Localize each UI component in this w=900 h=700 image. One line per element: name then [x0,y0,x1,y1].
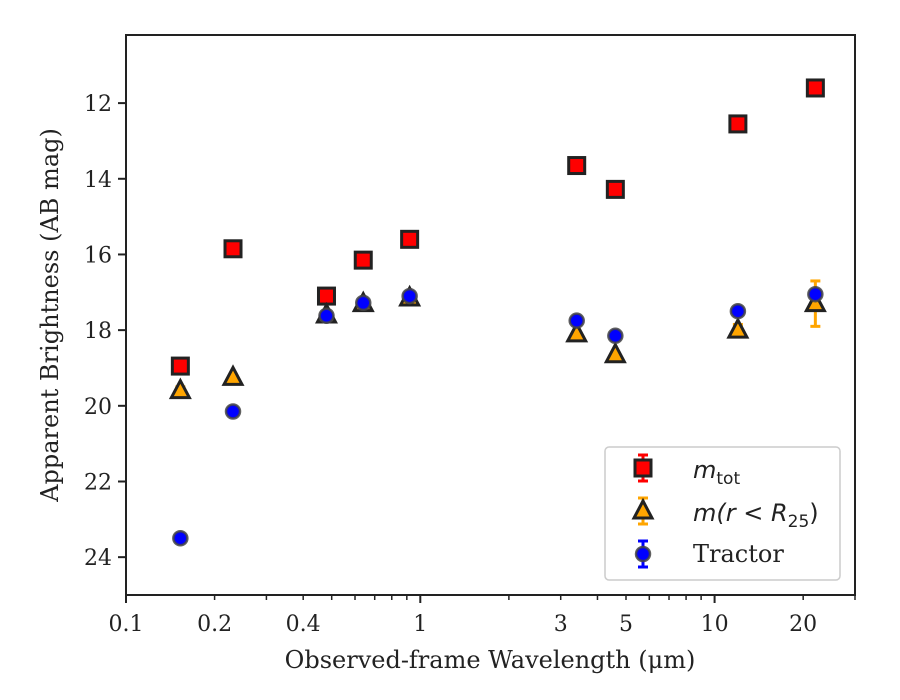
y-tick-label: 22 [84,470,112,495]
data-point [318,307,335,325]
data-point [605,179,625,199]
data-point [726,316,750,339]
data-point [355,294,372,312]
x-tick-label: 20 [789,612,817,637]
series-tractor [172,285,824,547]
legend-label-mtot: mtot [693,456,740,489]
y-tick-label: 20 [84,395,112,420]
data-point [607,327,624,345]
data-point [168,377,192,400]
y-tick-label: 14 [84,168,112,193]
y-axis-label: Apparent Brightness (AB mag) [36,128,64,503]
y-tick-label: 16 [84,243,112,268]
data-point [223,239,243,259]
data-point [567,156,587,176]
x-tick-label: 0.2 [197,612,232,637]
legend-label-m-r25: m(r < R25) [693,499,819,532]
data-point [353,250,373,270]
data-point [401,287,418,305]
x-axis-ticks: 0.1 0.2 0.4 1 3 5 10 20 [109,595,856,637]
data-point [221,364,245,386]
x-tick-label: 10 [701,612,729,637]
legend-label-tractor: Tractor [693,540,784,568]
series-m-tot [170,78,825,376]
data-points [168,78,827,547]
legend-marker-tractor [634,545,652,563]
legend: mtot m(r < R25) Tractor [604,446,841,581]
legend-marker-m-tot [633,458,653,478]
legend-box [604,446,841,581]
legend-marker-m-r-r25 [631,497,655,520]
data-point [172,529,189,547]
data-point [565,320,589,343]
x-axis-label: Observed-frame Wavelength (μm) [285,646,696,674]
x-tick-label: 3 [554,612,568,637]
x-tick-label: 0.1 [109,612,144,637]
data-point [729,302,747,320]
series-m-r-r25 [168,279,827,400]
x-tick-label: 5 [619,612,633,637]
data-point [400,229,420,249]
y-tick-label: 24 [84,546,112,571]
y-tick-label: 12 [84,92,112,117]
data-point [807,285,824,303]
data-point [170,356,190,376]
plot-frame [125,34,856,596]
data-point [568,312,585,329]
data-point [728,114,748,134]
data-point [805,78,825,98]
y-axis-ticks: 12 14 16 18 20 22 24 [84,92,126,571]
data-point [224,403,242,420]
x-tick-label: 1 [413,612,427,637]
data-point [603,341,627,364]
y-tick-label: 18 [84,319,112,344]
legend-markers [631,453,655,569]
data-point [316,286,336,306]
x-tick-label: 0.4 [286,612,321,637]
